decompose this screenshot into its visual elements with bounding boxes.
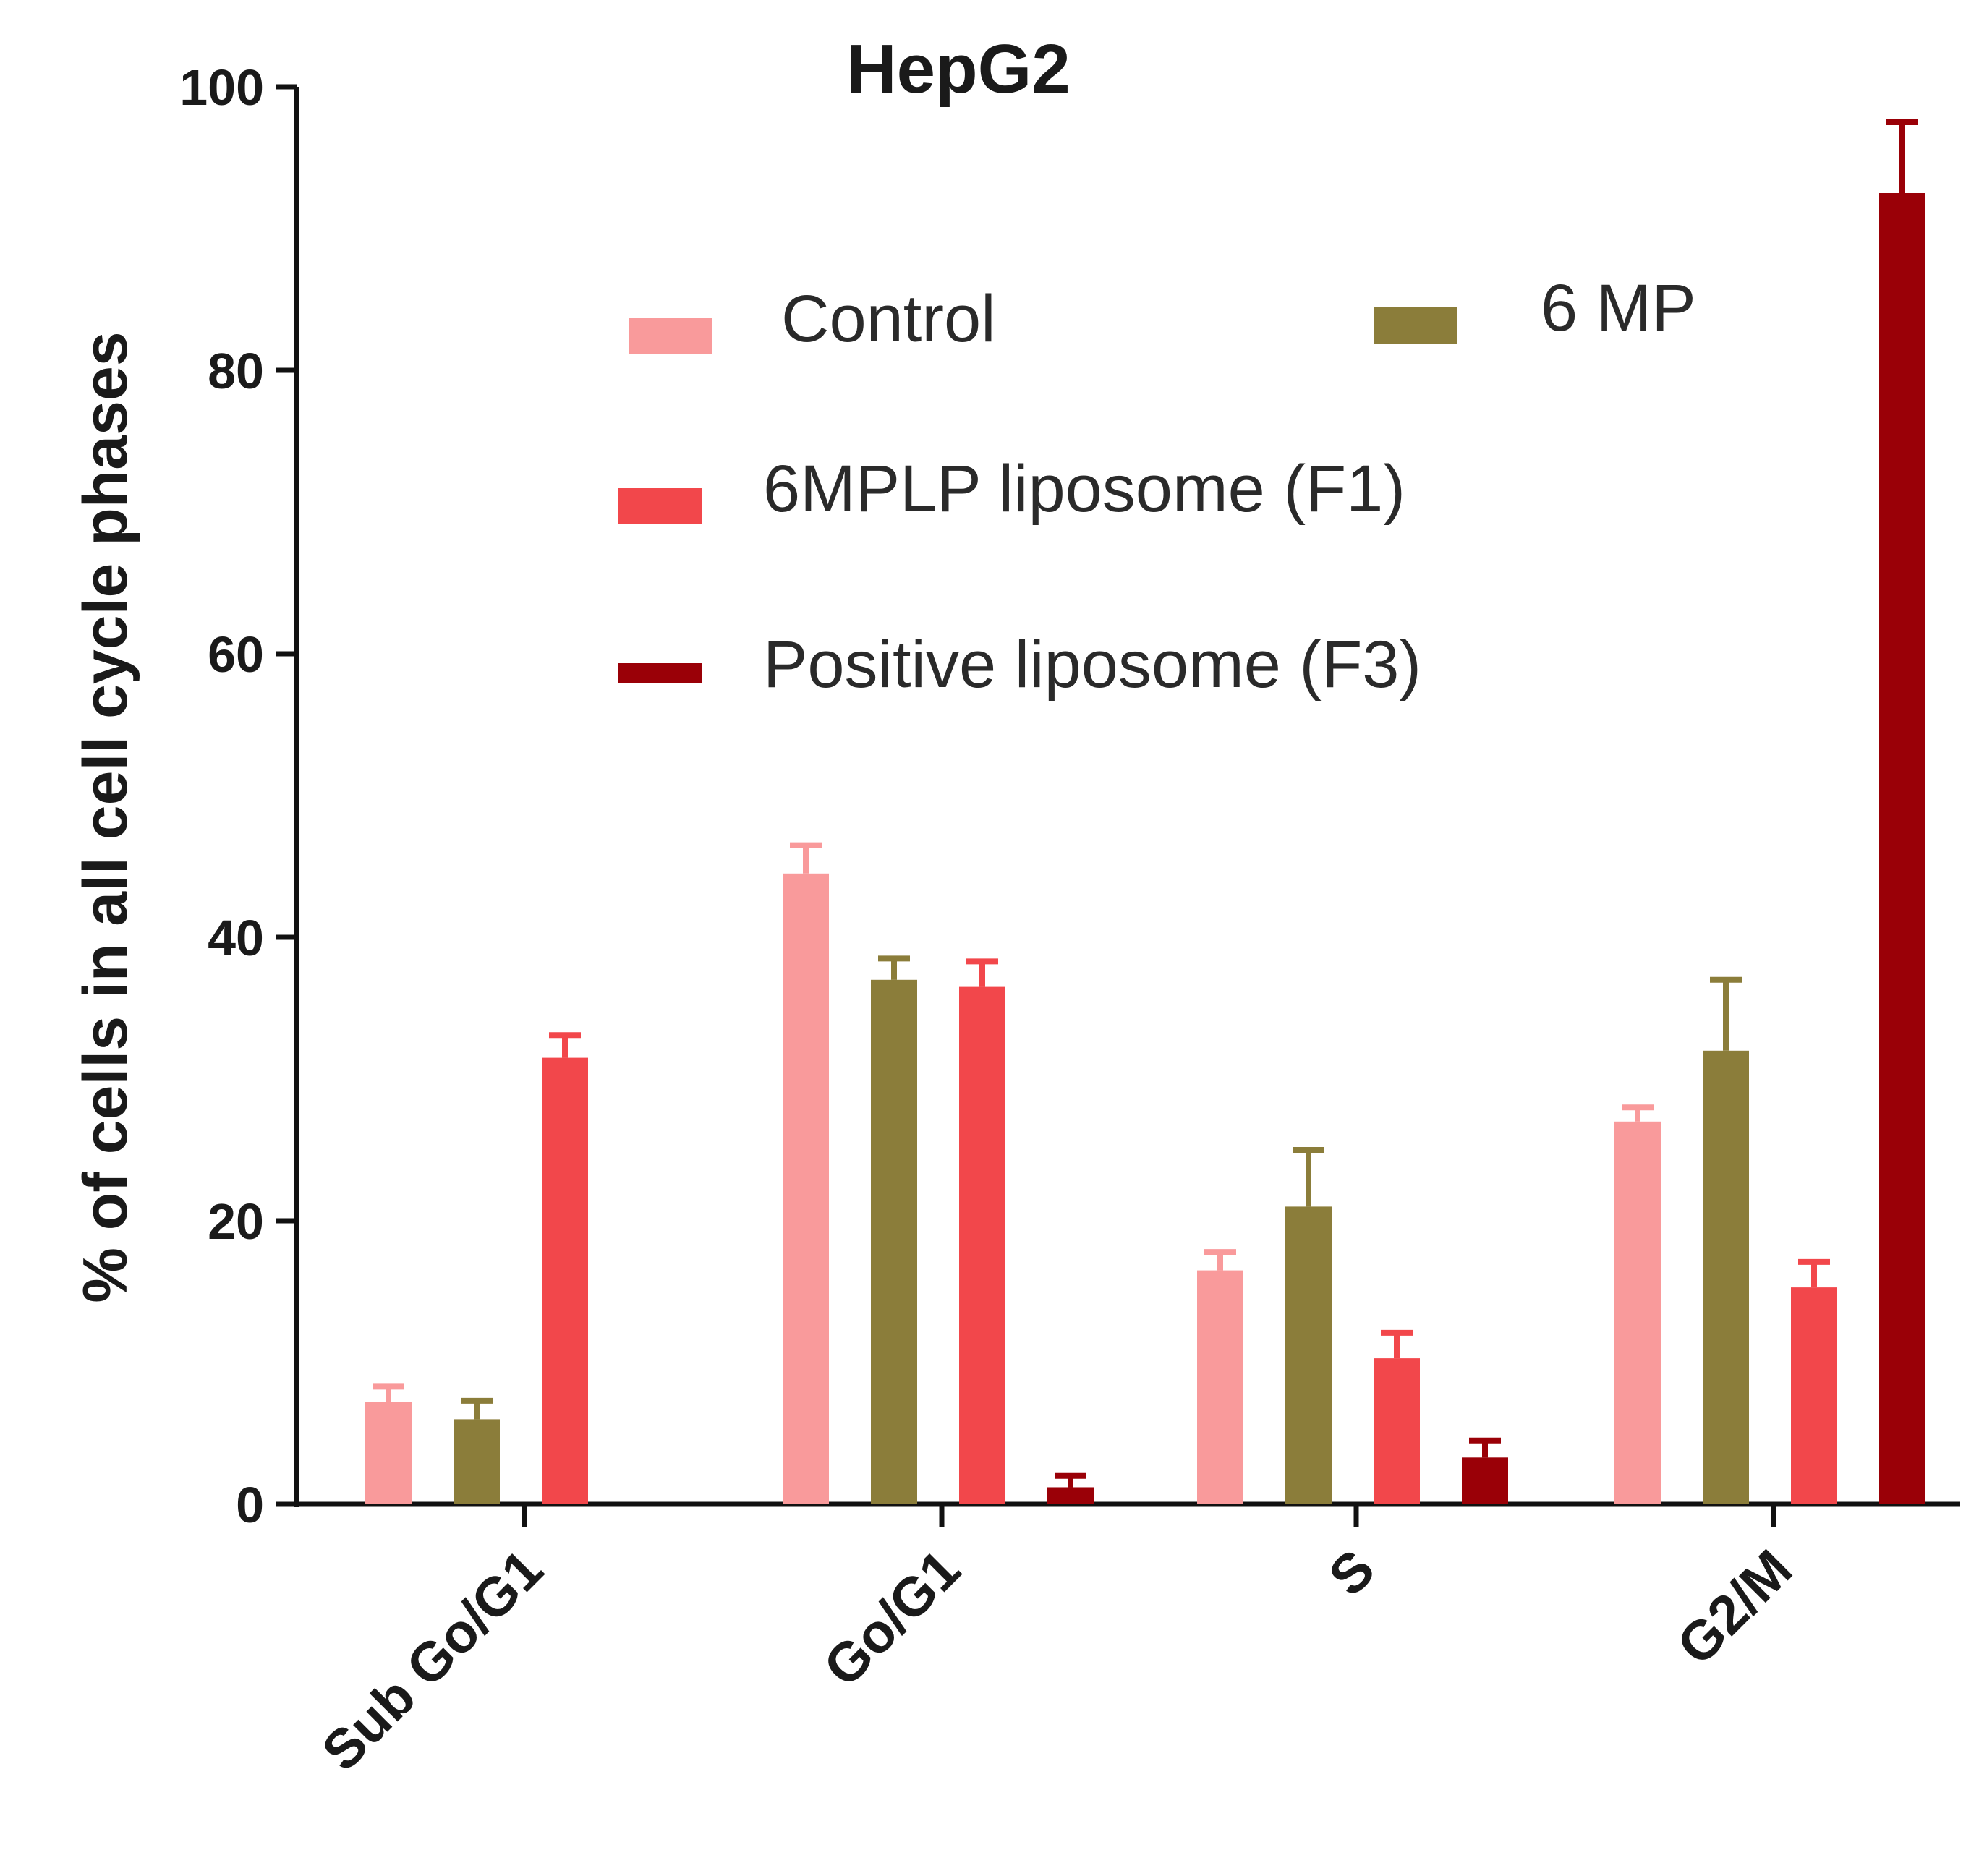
bar-6mplp-liposome-f1-g2-m [1791,1287,1837,1504]
bar-control-s [1197,1270,1243,1504]
y-tick-label-20: 20 [208,1193,264,1250]
bar-6mplp-liposome-f1-s [1374,1358,1420,1504]
bar-6mplp-liposome-f1-go-g1 [959,986,1005,1504]
legend: Control 6 MP 6MPLP liposome (F1) Positive l… [618,271,1696,702]
bar-6-mp-g2-m [1703,1050,1749,1504]
x-tick-label-go-g1: Go/G1 [812,1538,972,1698]
bar-control-sub-go-g1 [365,1402,412,1504]
bar-6-mp-s [1285,1206,1332,1504]
error-bars-group [373,119,1918,1488]
bar-positive-liposome-f3-g2-m [1879,193,1925,1504]
y-tick-label-0: 0 [236,1477,264,1533]
bar-6mplp-liposome-f1-sub-go-g1 [542,1057,588,1504]
bar-6-mp-sub-go-g1 [454,1419,500,1504]
legend-label-6mplp-liposome-f1: 6MPLP liposome (F1) [763,452,1405,526]
y-tick-label-60: 60 [208,626,264,683]
legend-swatch-6-mp [1374,307,1457,344]
bar-control-g2-m [1614,1121,1661,1504]
x-tick-label-s: S [1317,1538,1387,1608]
bar-positive-liposome-f3-s [1462,1457,1508,1504]
chart-title: HepG2 [846,30,1070,108]
bar-control-go-g1 [783,873,829,1504]
legend-swatch-positive-liposome-f3 [618,663,702,683]
legend-swatch-6mplp-liposome-f1 [618,488,702,524]
legend-label-control: Control [781,282,996,356]
bar-positive-liposome-f3-go-g1 [1047,1487,1094,1504]
y-axis-label: % of cells in all cell cycle phases [71,331,140,1302]
y-tick-label-40: 40 [208,910,264,966]
legend-label-positive-liposome-f3: Positive liposome (F3) [763,628,1421,702]
bar-6-mp-go-g1 [871,979,917,1504]
legend-swatch-control [629,318,712,354]
x-tick-label-g2-m: G2/M [1666,1538,1804,1676]
x-tick-label-sub-go-g1: Sub Go/G1 [310,1538,555,1783]
y-tick-label-80: 80 [208,343,264,399]
y-tick-label-100: 100 [179,59,264,116]
bars-group [365,193,1925,1504]
legend-label-6-mp: 6 MP [1541,271,1696,345]
